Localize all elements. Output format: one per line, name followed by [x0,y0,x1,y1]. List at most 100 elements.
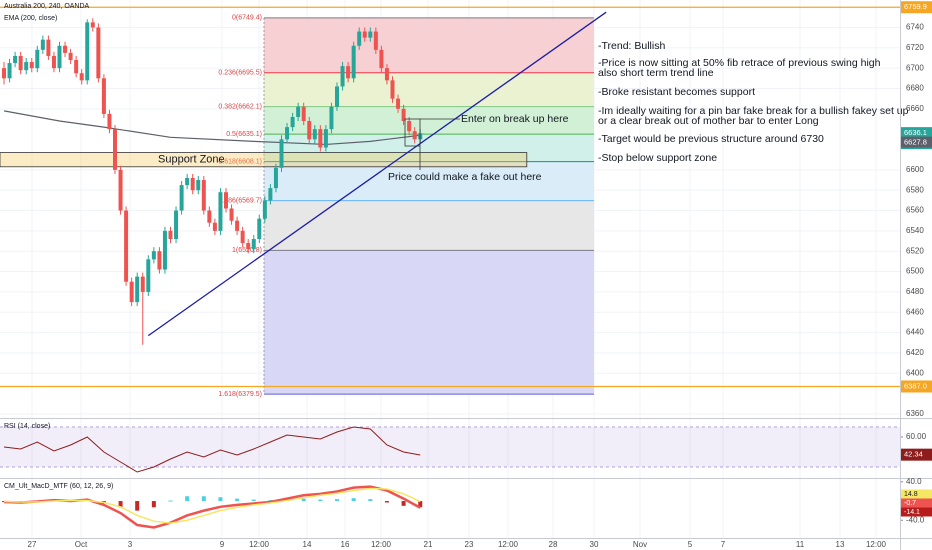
macd-tick-label: -40.0 [906,515,925,524]
rsi-line [3,426,421,473]
x-tick-label: 12:00 [371,540,392,549]
annotation: Enter on break up here [461,113,569,125]
candle-body [174,210,179,240]
candle-body [157,251,162,270]
trendline [147,11,607,337]
candle-body [135,276,140,303]
x-tick-label: 7 [721,540,726,549]
candle-body [373,31,378,50]
y-tick-label: 6580 [906,185,924,194]
candle-body [162,230,167,270]
macd-last-tag [901,498,932,508]
y-tick-label: 6360 [906,409,924,418]
price-tag [901,380,932,393]
macd-histogram-bar [418,501,423,508]
fib-zone [264,200,594,251]
macd-tick-label: 40.0 [906,477,922,486]
macd-last: 14.8 [904,491,918,498]
x-tick-label: Oct [75,540,88,549]
candle-body [368,31,373,38]
macd-histogram-bar [168,500,173,502]
y-tick-label: 6680 [906,84,924,93]
rsi-last: 42.34 [904,450,923,459]
candle-body [246,243,251,250]
macd-pane [2,481,903,529]
macd-histogram-bar [251,499,256,502]
y-tick-label: 6440 [906,328,924,337]
candle-body [74,60,79,74]
x-tick-label: 13 [836,540,845,549]
candle-body [68,52,73,61]
fib-label: 0.5(6635.1) [226,131,262,138]
price-tag [901,1,932,14]
candle-body [268,188,273,201]
mother-bar-box [404,118,421,147]
x-tick-label: 11 [796,540,805,549]
candle-body [190,177,195,191]
candle-body [346,66,351,79]
candle-body [307,121,312,140]
macd-histogram-bar [318,499,323,502]
fib-label: 1(6520.8) [232,247,262,254]
main-pane: 0(6749.4) 0.236(6695.5) 0.382(6662.1) 0.5(6… [0,6,909,398]
candle-body [85,22,90,81]
candle-body [46,39,51,56]
candle-body [229,208,234,221]
macd-histogram-bar [301,498,306,502]
candle-body [29,62,34,69]
fib-label: 0.618(6608.1) [218,158,262,165]
candle-body [168,230,173,240]
candle-body [396,98,401,109]
y-tick-label: 6520 [906,246,924,255]
macd-histogram-bar [135,501,140,511]
rsi-band [0,427,900,467]
macd-last-tag [901,489,932,499]
candle-body [357,31,362,46]
candle-body [407,121,412,132]
x-tick-label: 12:00 [498,540,519,549]
y-tick-label: 6560 [906,206,924,215]
candle-body [107,113,112,130]
candle-body [329,106,334,130]
ema-legend: EMA (200, close) [4,15,57,22]
candle-body [401,108,406,122]
candle-body [90,22,95,28]
macd-histogram-bar [401,501,406,506]
macd-histogram-bar [335,499,339,502]
macd-histogram-bar [384,501,389,503]
candle-body [101,78,106,114]
note-line: -Im ideally waiting for a pin bar fake b… [598,105,909,117]
fib-label: 0.786(6569.7) [218,198,262,205]
fib-zone [264,17,594,73]
candle-body [285,127,290,140]
candle-body [151,251,156,260]
candle-body [57,45,62,69]
candle-body [185,177,190,186]
candle-body [290,116,295,128]
x-tick-label: 27 [28,540,37,549]
candle-body [235,220,240,231]
candle-body [118,169,123,211]
candle-body [96,27,101,79]
candle-body [412,131,417,140]
y-tick-label: 6500 [906,267,924,276]
ema-last: 6627.8 [904,138,927,147]
candle-body [273,167,278,189]
candle-body [257,218,262,240]
candle-body [146,259,151,292]
candle-body [51,55,56,69]
candle-body [179,185,184,211]
candle-body [224,192,228,209]
y-tick-label: 6400 [906,368,924,377]
x-tick-label: 9 [220,540,225,549]
macd-legend: CM_Ult_MacD_MTF (60, 12, 26, 9) [4,483,113,490]
rsi-legend: RSI (14, close) [4,423,50,430]
candle-body [251,239,256,250]
macd-histogram-bar [368,499,373,502]
fib-label: 0(6749.4) [232,15,262,22]
candle-body [35,49,40,69]
candle-body [362,31,367,38]
note-line: -Trend: Bullish [598,40,665,52]
candle-body [312,129,317,140]
